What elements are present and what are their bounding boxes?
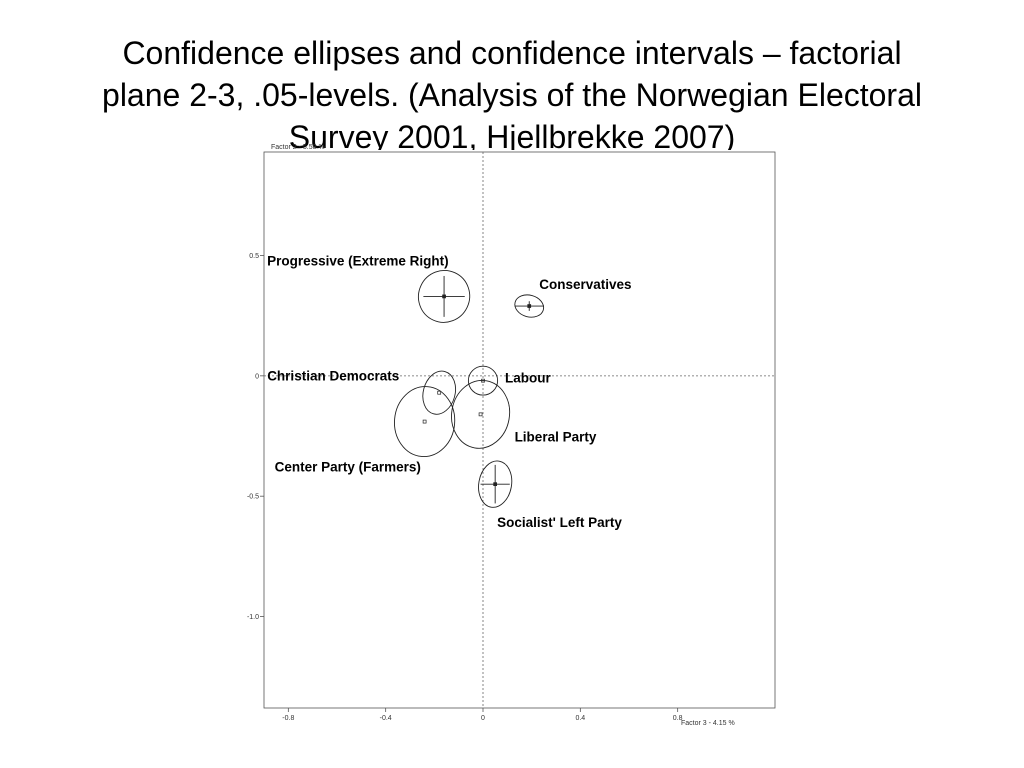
reference-lines [264,152,775,708]
slide-title: Confidence ellipses and confidence inter… [0,32,1024,150]
x-tick-label: -0.4 [380,715,392,722]
point-center-party-farmers [422,419,427,424]
confidence-ellipse-labour [467,365,499,396]
confidence-ellipse-socialist-left-party [478,460,513,508]
y-axis-label: Factor 2 - 5.58 % [271,144,325,151]
slide-title-line-2: plane 2-3, .05-levels. (Analysis of the … [102,77,922,113]
category-points [422,294,532,487]
axis-ticks: -0.8 -0.4 0 0.4 0.8 0.5 0 -0.5 -1.0 [247,253,683,722]
category-label-labour: Labour [505,371,551,386]
point-liberal-party [478,412,483,417]
y-tick-label: 0 [255,373,259,380]
confidence-ellipse-liberal-party [451,379,511,449]
category-labels: Progressive (Extreme Right) Conservatives… [267,253,631,530]
confidence-ellipse-center-party-farmers [394,386,456,458]
point-socialist-left-party [493,482,498,487]
y-tick-label: -0.5 [247,494,259,501]
point-christian-democrats [437,390,442,395]
plot-frame [263,151,776,709]
x-tick-label: -0.8 [282,715,294,722]
point-progressive-extreme-right [442,294,446,299]
confidence-ellipse-conservatives [514,294,545,318]
x-tick-label: 0 [481,715,485,722]
confidence-ellipse-progressive-extreme-right [418,270,471,323]
slide-title-line-1: Confidence ellipses and confidence inter… [122,35,902,71]
y-tick-label: -1.0 [247,614,259,621]
slide-title-line-3: Survey 2001, Hjellbrekke 2007) [288,119,736,150]
point-conservatives [527,304,532,308]
category-label-christian-democrats: Christian Democrats [267,369,399,384]
category-label-socialist-left-party: Socialist' Left Party [497,515,622,530]
category-label-conservatives: Conservatives [539,277,631,292]
point-labour [481,378,485,383]
y-tick-label: 0.5 [249,253,259,260]
confidence-ellipse-christian-democrats [422,370,457,415]
x-tick-label: 0.4 [575,715,585,722]
x-tick-label: 0.8 [673,715,683,722]
category-label-liberal-party: Liberal Party [515,429,597,444]
category-label-progressive-extreme-right: Progressive (Extreme Right) [267,253,449,268]
x-axis-label: Factor 3 - 4.15 % [681,720,735,727]
category-label-center-party-farmers: Center Party (Farmers) [275,460,421,475]
